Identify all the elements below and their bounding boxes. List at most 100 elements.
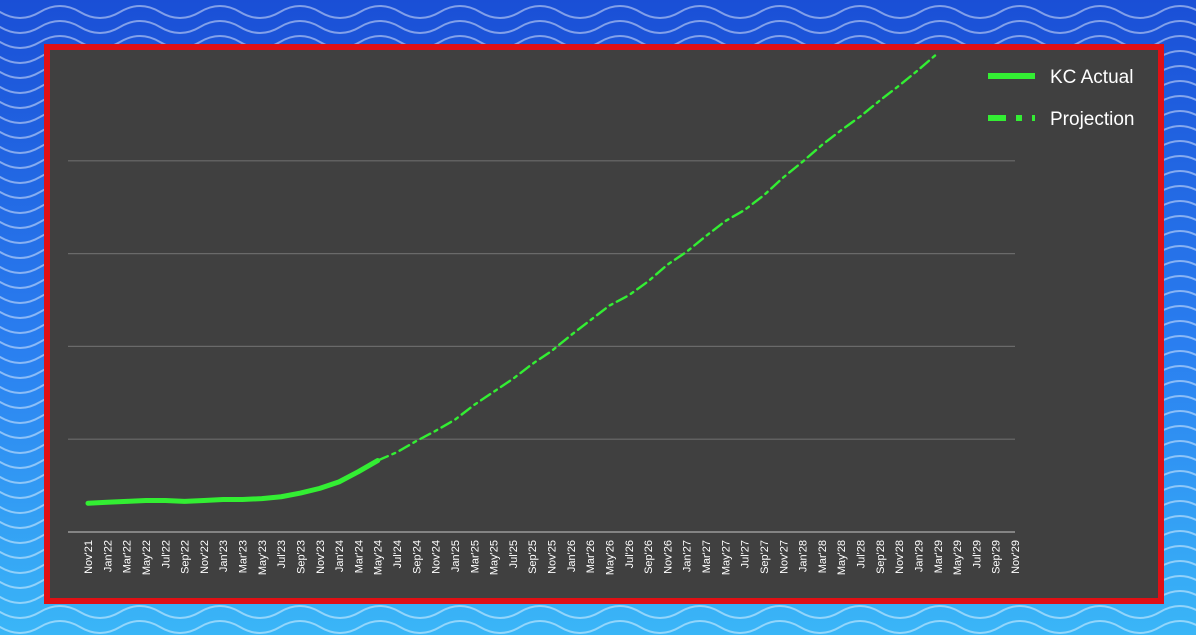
wave-stroke — [1159, 530, 1196, 538]
wave-stroke — [39, 605, 121, 619]
wave-stroke — [1159, 365, 1196, 373]
wave-stroke — [359, 20, 441, 34]
wave-stroke — [1159, 185, 1196, 193]
wave-stroke — [0, 595, 41, 604]
wave-stroke — [0, 280, 41, 289]
wave-stroke — [119, 20, 201, 34]
x-tick-label: Jul'28 — [856, 540, 868, 568]
legend: KC Actual Projection — [988, 67, 1135, 130]
wave-stroke — [0, 160, 41, 169]
wave-stroke — [1159, 95, 1196, 103]
legend-label-0: KC Actual — [1050, 67, 1133, 88]
wave-stroke — [519, 620, 601, 634]
wave-stroke — [1159, 20, 1196, 28]
wave-stroke — [999, 20, 1081, 34]
x-tick-label: Nov'21 — [83, 540, 95, 574]
wave-stroke — [199, 20, 281, 34]
wave-stroke — [1159, 425, 1196, 433]
x-tick-label: Nov'22 — [199, 540, 211, 574]
wave-stroke — [0, 145, 41, 154]
wave-stroke — [599, 605, 681, 619]
wave-stroke — [1159, 470, 1196, 478]
wave-stroke — [1159, 50, 1196, 58]
wave-stroke — [919, 620, 1001, 634]
wave-stroke — [0, 445, 41, 454]
wave-stroke — [1159, 320, 1196, 328]
wave-stroke — [839, 5, 921, 19]
wave-stroke — [839, 605, 921, 619]
wave-stroke — [999, 605, 1081, 619]
wave-stroke — [0, 25, 41, 34]
legend-label-1: Projection — [1050, 109, 1135, 130]
wave-stroke — [0, 115, 41, 124]
x-tick-label: May'29 — [952, 540, 964, 575]
wave-stroke — [1079, 20, 1161, 34]
x-tick-label: Jul'27 — [740, 540, 752, 568]
x-tick-label: Sep'25 — [527, 540, 539, 574]
wave-stroke — [0, 370, 41, 379]
wave-stroke — [679, 20, 761, 34]
x-tick-label: Sep'27 — [759, 540, 771, 574]
wave-stroke — [0, 100, 41, 109]
x-tick-label: Nov'25 — [547, 540, 559, 574]
wave-stroke — [1159, 485, 1196, 493]
wave-stroke — [1159, 620, 1196, 628]
wave-stroke — [359, 620, 441, 634]
series-line-1 — [376, 51, 939, 462]
wave-stroke — [759, 605, 841, 619]
x-tick-label: Mar'28 — [817, 540, 829, 573]
wave-stroke — [0, 610, 41, 619]
x-tick-label: Nov'23 — [315, 540, 327, 574]
wave-stroke — [0, 415, 41, 424]
x-tick-label: May'23 — [257, 540, 269, 575]
wave-stroke — [1159, 125, 1196, 133]
x-tick-label: Jul'22 — [160, 540, 172, 568]
wave-stroke — [0, 265, 41, 274]
x-tick-label: Jan'27 — [682, 540, 694, 572]
x-tick-label: Jan'28 — [798, 540, 810, 572]
wave-stroke — [119, 5, 201, 19]
wave-stroke — [1159, 5, 1196, 13]
x-tick-label: Mar'23 — [238, 540, 250, 573]
wave-stroke — [0, 565, 41, 574]
wave-stroke — [1159, 230, 1196, 238]
wave-stroke — [599, 20, 681, 34]
wave-stroke — [439, 5, 521, 19]
wave-stroke — [0, 400, 41, 409]
wave-stroke — [1159, 245, 1196, 253]
x-tick-label: Mar'22 — [122, 540, 134, 573]
wave-stroke — [0, 490, 41, 499]
wave-stroke — [599, 5, 681, 19]
line-chart: Nov'21 Jan'22 Mar'22 May'22 Jul'22 Sep'22 Nov'… — [68, 51, 1135, 575]
wave-stroke — [519, 20, 601, 34]
wave-stroke — [759, 5, 841, 19]
wave-stroke — [1079, 5, 1161, 19]
wave-stroke — [0, 235, 41, 244]
wave-stroke — [39, 620, 121, 634]
wave-stroke — [0, 205, 41, 214]
wave-stroke — [1159, 440, 1196, 448]
wave-stroke — [759, 20, 841, 34]
x-tick-label: Mar'24 — [353, 540, 365, 573]
wave-stroke — [0, 520, 41, 529]
x-tick-label: Jan'26 — [566, 540, 578, 572]
wave-stroke — [0, 85, 41, 94]
wave-stroke — [0, 10, 41, 19]
series-layer — [85, 51, 939, 506]
x-tick-label: Nov'29 — [1010, 540, 1022, 574]
wave-stroke — [759, 620, 841, 634]
wave-stroke — [519, 605, 601, 619]
x-tick-label: Nov'26 — [662, 540, 674, 574]
wave-stroke — [1159, 545, 1196, 553]
wave-stroke — [0, 475, 41, 484]
x-tick-label: Nov'24 — [431, 540, 443, 574]
wave-stroke — [1159, 200, 1196, 208]
wave-stroke — [119, 620, 201, 634]
wave-stroke — [1159, 80, 1196, 88]
wave-stroke — [1159, 275, 1196, 283]
wave-stroke — [679, 620, 761, 634]
wave-stroke — [839, 620, 921, 634]
wave-stroke — [1159, 110, 1196, 118]
wave-stroke — [439, 605, 521, 619]
wave-stroke — [39, 20, 121, 34]
